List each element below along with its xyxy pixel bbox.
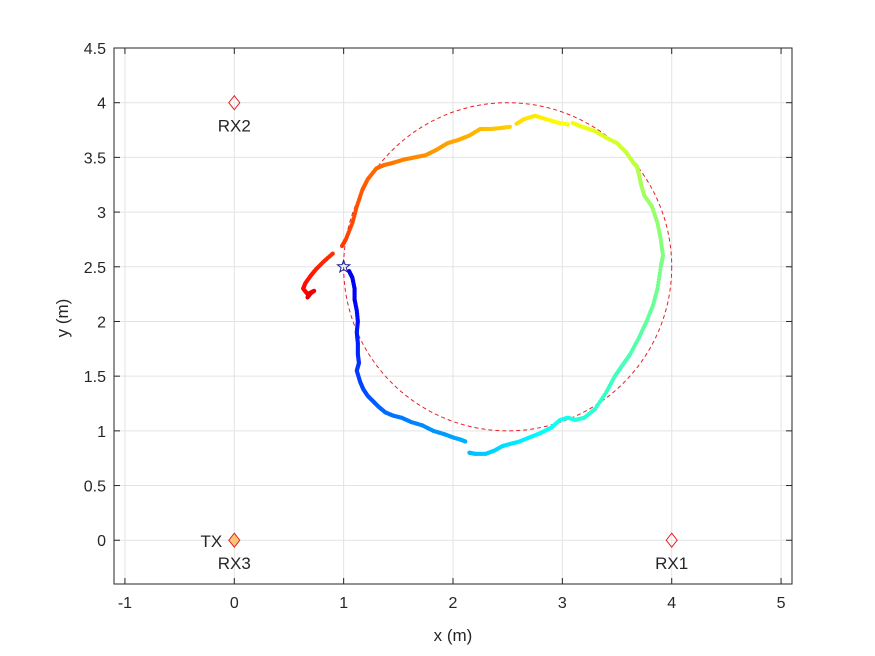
y-tick-label: 1.5 (84, 369, 106, 386)
y-tick-label: 0 (97, 533, 106, 550)
receiver-marker-icon (228, 94, 241, 111)
axes-frame (113, 47, 793, 585)
receiver-marker-icon (228, 532, 241, 549)
y-tick-label: 3 (97, 205, 106, 222)
x-tick-label: 0 (230, 595, 239, 612)
trajectory-point (305, 295, 310, 300)
trajectory-point (657, 274, 662, 279)
trajectory-point (655, 283, 661, 288)
x-axis-label: x (m) (434, 626, 473, 645)
y-tick-label: 4 (97, 96, 106, 113)
y-tick-label: 2 (97, 314, 106, 331)
x-tick-label: -1 (118, 595, 132, 612)
receiver-marker-icon (665, 532, 678, 549)
x-tick-label: 4 (667, 595, 676, 612)
trajectory-point (655, 286, 660, 291)
tick-labels: -1 0 1 2 3 4 5 0 0.5 1 1.5 2 2.5 3 3.5 4 4.5 (84, 41, 786, 612)
trajectory-layer (301, 113, 666, 456)
marker-label: RX2 (218, 117, 251, 136)
trajectory-point (656, 280, 661, 285)
reference-circle (343, 102, 673, 432)
x-tick-label: 3 (558, 595, 567, 612)
trajectory-point (514, 121, 519, 126)
trajectory-point (463, 439, 468, 444)
trajectory-point (656, 277, 661, 282)
trajectory-point (570, 120, 575, 126)
x-tick-label: 2 (449, 595, 458, 612)
reference-circle-layer (343, 102, 673, 432)
y-axis-label: y (m) (53, 299, 72, 338)
marker-label: RX1 (655, 554, 688, 573)
marker-label: TX (201, 532, 223, 551)
marker-label: RX3 (218, 554, 251, 573)
y-tick-label: 1 (97, 424, 106, 441)
x-tick-label: 5 (777, 595, 786, 612)
start-star-icon (336, 258, 352, 274)
trajectory-point (657, 270, 662, 276)
trajectory-point (339, 243, 345, 249)
x-tick-label: 1 (339, 595, 348, 612)
marker-layer: RX2 RX1 RX3 TX (201, 94, 688, 573)
y-tick-label: 2.5 (84, 260, 106, 277)
y-tick-label: 4.5 (84, 41, 106, 58)
y-tick-label: 3.5 (84, 150, 106, 167)
trajectory-point (658, 267, 663, 273)
y-tick-label: 0.5 (84, 479, 106, 496)
